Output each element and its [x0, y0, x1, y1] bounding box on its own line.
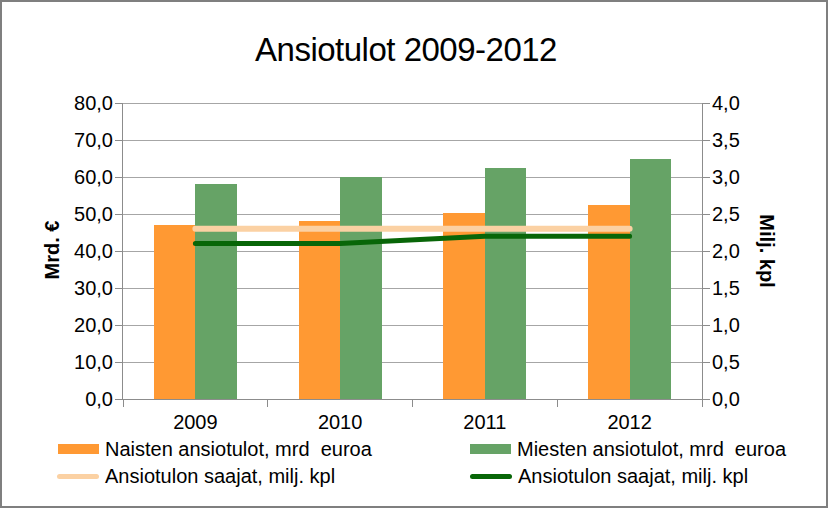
x-axis-tick [412, 399, 413, 407]
saajat-light-line-swatch [57, 474, 99, 479]
legend-label: Ansiotulon saajat, milj. kpl [105, 463, 335, 489]
x-axis-category-label: 2012 [580, 411, 680, 433]
miesten-bar-swatch [470, 444, 511, 454]
saajat-dark-line-swatch [470, 474, 512, 479]
line-series-layer [123, 103, 702, 399]
y-axis-right-tick [702, 177, 710, 178]
chart-figure: Ansiotulot 2009-2012 Mrd. € Milj. kpl 80… [0, 0, 828, 508]
y-axis-right-label: 3,0 [712, 165, 740, 189]
y-axis-right-line [702, 103, 703, 400]
y-axis-right-label: 1,5 [712, 276, 740, 300]
legend-item-naisten: Naisten ansiotulot, mrd euroa [58, 436, 372, 462]
y-axis-left-label: 20,0 [55, 313, 113, 337]
y-axis-right-tick [702, 140, 710, 141]
y-axis-right-label: 2,5 [712, 202, 740, 226]
x-axis-tick [702, 399, 703, 407]
y-axis-left-label: 40,0 [55, 239, 113, 263]
y-axis-right-tick [702, 288, 710, 289]
y-axis-right-tick [702, 214, 710, 215]
x-axis-tick [267, 399, 268, 407]
y-axis-right-tick [702, 251, 710, 252]
y-axis-left-label: 80,0 [55, 91, 113, 115]
y-axis-left-label: 10,0 [55, 350, 113, 374]
y-axis-left-label: 60,0 [55, 165, 113, 189]
y-axis-right-tick [702, 399, 710, 400]
y-axis-left-label: 70,0 [55, 128, 113, 152]
y-axis-right-tick [702, 362, 710, 363]
y-axis-right-label: 4,0 [712, 91, 740, 115]
x-axis-category-label: 2009 [145, 411, 245, 433]
y-axis-right-label: 2,0 [712, 239, 740, 263]
x-axis-category-label: 2010 [290, 411, 390, 433]
y-axis-right-label: 3,5 [712, 128, 740, 152]
y-axis-left-label: 0,0 [55, 387, 113, 411]
y-axis-left-label: 50,0 [55, 202, 113, 226]
y-axis-right-tick [702, 103, 710, 104]
legend-item-saajat-dark: Ansiotulon saajat, milj. kpl [470, 463, 748, 489]
legend-label: Miesten ansiotulot, mrd euroa [517, 436, 786, 462]
y-axis-right-label: 0,5 [712, 350, 740, 374]
y-axis-left-label: 30,0 [55, 276, 113, 300]
legend-label: Naisten ansiotulot, mrd euroa [105, 436, 372, 462]
x-axis-category-label: 2011 [435, 411, 535, 433]
y-axis-right-label: 0,0 [712, 387, 740, 411]
legend-label: Ansiotulon saajat, milj. kpl [518, 463, 748, 489]
x-axis-tick [557, 399, 558, 407]
line-saajat-dark [195, 236, 629, 243]
legend-item-miesten: Miesten ansiotulot, mrd euroa [470, 436, 786, 462]
naisten-bar-swatch [58, 444, 99, 454]
x-axis-tick [123, 399, 124, 407]
y-axis-right-tick [702, 325, 710, 326]
y-axis-right-label: 1,0 [712, 313, 740, 337]
legend-item-saajat-light: Ansiotulon saajat, milj. kpl [57, 463, 335, 489]
